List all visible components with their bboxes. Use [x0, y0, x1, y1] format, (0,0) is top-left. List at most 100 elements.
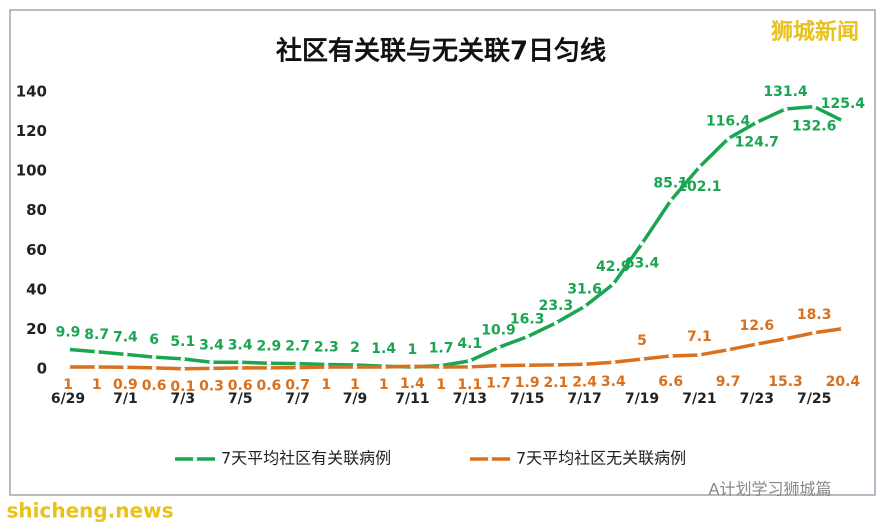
data-label: 0.6	[228, 378, 253, 394]
point	[525, 334, 530, 339]
point	[467, 358, 472, 364]
data-label: 1.9	[515, 375, 540, 391]
point	[525, 363, 530, 368]
data-label: 1.4	[371, 341, 396, 357]
legend-marker	[192, 456, 198, 462]
data-label: 1	[436, 377, 446, 393]
series-line	[67, 104, 844, 369]
data-label: 2.1	[543, 375, 568, 391]
y-tick-label: 60	[26, 241, 47, 259]
data-label: 3.4	[199, 337, 224, 353]
point	[668, 198, 673, 203]
data-label: 2.9	[256, 338, 281, 354]
point	[725, 136, 731, 141]
x-tick-label: 7/1	[113, 391, 138, 407]
x-tick-label: 7/7	[285, 391, 310, 407]
point	[238, 365, 243, 371]
point	[94, 364, 99, 370]
y-tick-label: 0	[37, 360, 47, 378]
data-label: 4.1	[457, 336, 482, 352]
x-tick-label: 7/3	[170, 391, 195, 407]
data-label: 1	[92, 377, 102, 393]
point	[582, 304, 587, 309]
point	[151, 354, 157, 360]
data-label: 15.3	[768, 374, 803, 390]
data-label: 2.3	[314, 339, 339, 355]
y-tick-label: 80	[26, 201, 47, 219]
series-line	[68, 326, 844, 371]
point	[639, 241, 645, 246]
data-label: 1	[350, 377, 360, 393]
x-tick-label: 7/5	[228, 391, 253, 407]
point	[697, 352, 702, 358]
point	[611, 360, 616, 365]
data-label: 3.4	[601, 374, 626, 390]
watermark: shicheng.news	[7, 499, 174, 523]
point	[238, 360, 243, 365]
data-label: 10.9	[481, 322, 516, 338]
x-tick-label: 7/25	[797, 391, 831, 407]
data-label: 31.6	[567, 281, 602, 297]
point	[209, 366, 214, 371]
point	[180, 366, 185, 372]
data-label: 6	[149, 332, 159, 348]
point	[639, 356, 645, 362]
y-tick-label: 40	[26, 280, 47, 298]
data-label: 0.6	[142, 378, 167, 394]
point	[582, 362, 587, 367]
x-tick-label: 7/11	[395, 391, 429, 407]
data-label: 124.7	[735, 134, 779, 150]
point	[151, 365, 157, 371]
data-label: 6.6	[658, 374, 683, 390]
y-tick-label: 100	[16, 162, 47, 180]
point	[496, 363, 501, 368]
point	[381, 364, 386, 370]
point	[754, 341, 759, 347]
y-tick-label: 20	[26, 320, 47, 338]
point	[668, 353, 673, 359]
x-tick-label: 7/17	[567, 391, 601, 407]
x-tick-label: 7/9	[343, 391, 368, 407]
point	[123, 365, 128, 370]
data-label: 16.3	[510, 312, 545, 328]
data-label: 102.1	[677, 179, 721, 195]
data-label: 0.7	[285, 378, 310, 394]
point	[438, 364, 444, 370]
data-label: 42.9	[596, 259, 631, 275]
chart-frame	[9, 9, 876, 496]
point	[410, 364, 415, 369]
y-tick-label: 140	[16, 83, 47, 101]
data-label: 1	[408, 342, 418, 358]
point	[611, 281, 616, 287]
point	[553, 320, 559, 326]
point	[783, 106, 788, 112]
watermark: A计划学习狮城篇	[709, 480, 832, 499]
legend-marker	[487, 456, 493, 462]
data-label: 1.4	[400, 376, 425, 392]
data-label: 2.4	[572, 374, 597, 390]
point	[295, 361, 300, 366]
x-tick-label: 7/19	[625, 391, 659, 407]
point	[697, 164, 702, 170]
data-label: 125.4	[821, 96, 866, 112]
data-label: 7.1	[687, 329, 712, 345]
x-tick-label: 6/29	[51, 391, 85, 407]
data-label: 0.1	[170, 379, 195, 395]
point	[553, 362, 559, 368]
point	[65, 347, 71, 352]
watermark: 狮城新闻	[771, 19, 859, 45]
data-label: 8.7	[84, 327, 109, 343]
data-label: 3.4	[228, 337, 253, 353]
point	[266, 365, 272, 371]
data-label: 7.4	[113, 329, 138, 345]
data-label: 0.9	[113, 377, 138, 393]
x-tick-label: 7/13	[453, 391, 487, 407]
data-label: 1.7	[429, 341, 454, 357]
data-label: 131.4	[763, 84, 808, 100]
point	[209, 360, 214, 365]
x-tick-label: 7/23	[740, 391, 774, 407]
legend-label: 7天平均社区无关联病例	[516, 449, 686, 468]
data-label: 0.3	[199, 378, 224, 394]
point	[324, 364, 329, 370]
point	[783, 336, 788, 341]
